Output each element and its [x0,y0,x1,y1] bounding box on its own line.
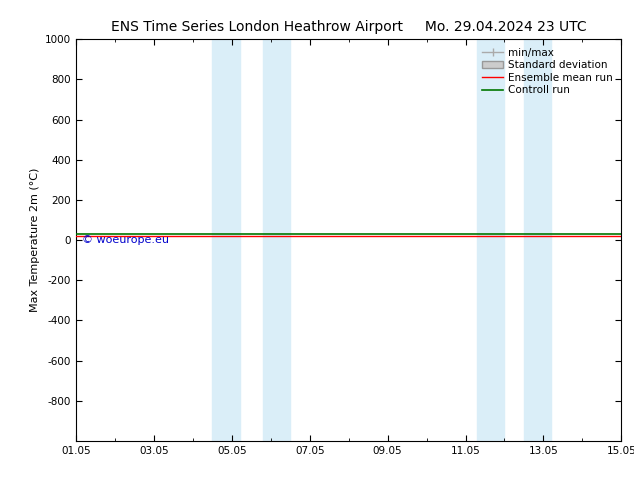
Bar [477,39,505,441]
Title: ENS Time Series London Heathrow Airport     Mo. 29.04.2024 23 UTC: ENS Time Series London Heathrow Airport … [111,20,586,34]
Bar [263,39,290,441]
Bar [212,39,240,441]
Text: © woeurope.eu: © woeurope.eu [82,235,169,245]
Legend: min/max, Standard deviation, Ensemble mean run, Controll run: min/max, Standard deviation, Ensemble me… [479,45,616,98]
Y-axis label: Max Temperature 2m (°C): Max Temperature 2m (°C) [30,168,39,312]
Bar [524,39,551,441]
